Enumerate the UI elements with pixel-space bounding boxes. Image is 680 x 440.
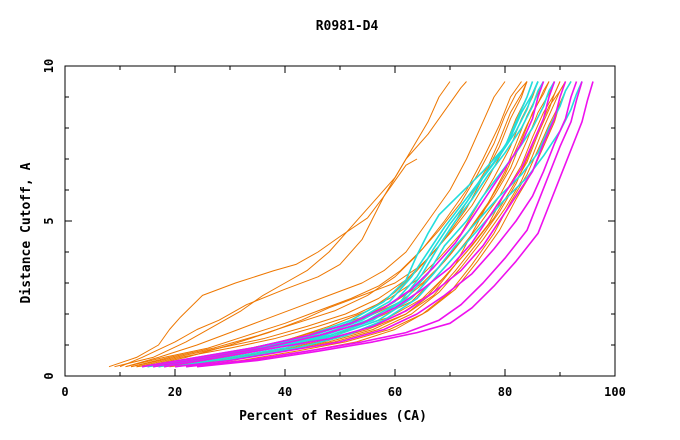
series-line-magenta-02 (152, 81, 556, 368)
series-line-magenta-03 (163, 81, 567, 368)
x-tick-label: 20 (168, 385, 182, 399)
y-tick-label: 5 (42, 217, 56, 224)
series-line-orange-06 (130, 81, 528, 368)
series-line-magenta-05 (185, 81, 583, 368)
series-line-orange-05 (125, 81, 522, 368)
y-tick-label: 0 (42, 372, 56, 379)
series-line-orange-08 (136, 81, 539, 368)
series-line-orange-02 (119, 81, 467, 368)
series-line-cyan-04 (158, 81, 545, 368)
series-line-orange-01 (108, 158, 418, 368)
y-axis-label: Distance Cutoff, A (19, 162, 34, 303)
y-tick-label: 10 (42, 59, 56, 73)
chart-title: R0981-D4 (316, 19, 379, 34)
series-line-orange-04 (125, 81, 506, 368)
x-axis-label: Percent of Residues (CA) (239, 409, 427, 424)
series-line-magenta-06 (196, 81, 594, 368)
plot-lines (108, 81, 594, 368)
series-line-cyan-05 (163, 81, 556, 368)
series-line-cyan-02 (147, 81, 539, 368)
series-line-magenta-01 (141, 81, 545, 368)
series-line-orange-03 (114, 81, 451, 368)
x-tick-label: 60 (388, 385, 402, 399)
x-tick-label: 100 (604, 385, 626, 399)
x-tick-label: 40 (278, 385, 292, 399)
series-line-orange-07 (130, 81, 533, 368)
y-axis-ticks: 0 5 10 (42, 59, 615, 380)
x-axis-ticks: 0 20 40 60 80 100 (61, 66, 626, 399)
series-line-magenta-04 (174, 81, 578, 368)
x-tick-label: 0 (61, 385, 68, 399)
series-line-orange-16 (185, 81, 572, 368)
x-tick-label: 80 (498, 385, 512, 399)
